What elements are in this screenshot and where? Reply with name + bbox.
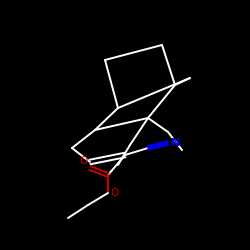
Text: N: N	[171, 138, 180, 148]
Text: O: O	[80, 156, 88, 166]
Text: O: O	[110, 188, 118, 198]
